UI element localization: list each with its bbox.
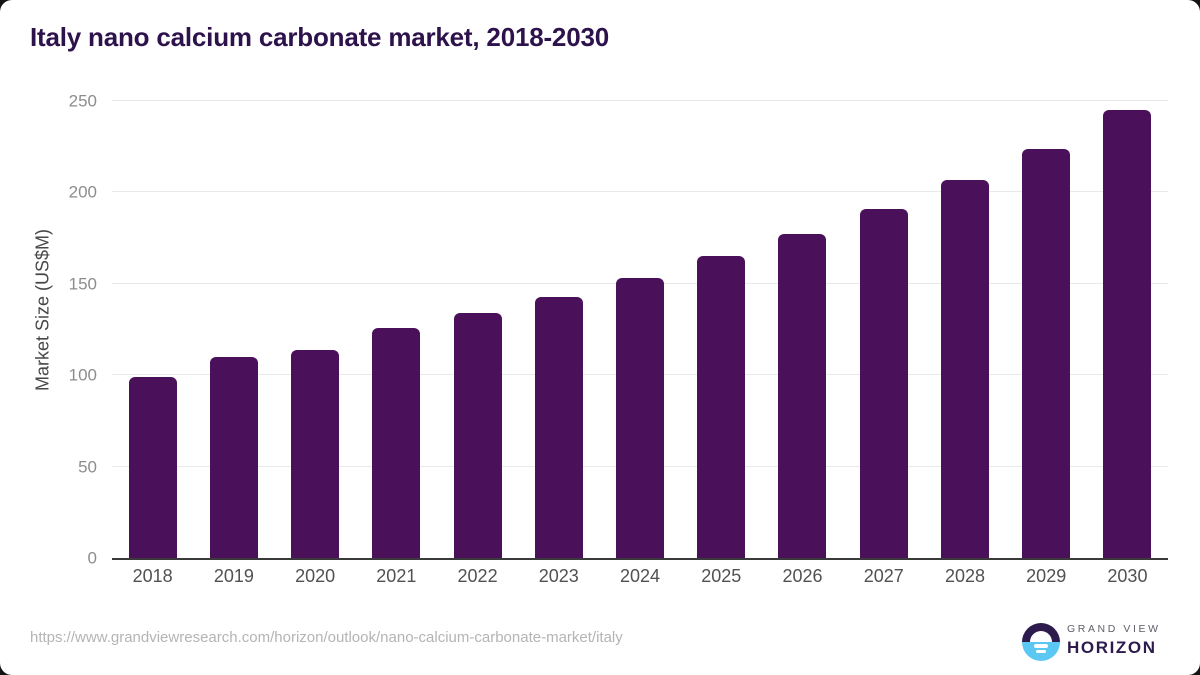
bar-2028[interactable] bbox=[940, 179, 989, 558]
x-tick-label: 2025 bbox=[701, 566, 742, 586]
bar-slot bbox=[599, 101, 680, 558]
bar-2024[interactable] bbox=[616, 278, 665, 558]
bar-2022[interactable] bbox=[453, 313, 502, 558]
bar-2020[interactable] bbox=[291, 349, 340, 558]
bar-2030[interactable] bbox=[1103, 110, 1152, 558]
gridline bbox=[112, 191, 1168, 193]
y-tick-label: 100 bbox=[68, 365, 97, 385]
x-tick-label: 2023 bbox=[538, 566, 579, 586]
gridline bbox=[112, 100, 1168, 101]
bar-2029[interactable] bbox=[1022, 148, 1071, 558]
bar-slot bbox=[843, 101, 924, 558]
bar-slot bbox=[681, 101, 762, 558]
chart-title: Italy nano calcium carbonate market, 201… bbox=[30, 22, 609, 52]
plot-area bbox=[112, 100, 1168, 560]
bar-slot bbox=[518, 101, 599, 558]
bar-slot bbox=[437, 101, 518, 558]
x-tick-label: 2028 bbox=[944, 566, 985, 586]
x-tick-label: 2021 bbox=[376, 566, 417, 586]
x-tick-label: 2030 bbox=[1107, 566, 1148, 586]
x-tick-label: 2018 bbox=[132, 566, 173, 586]
y-tick-label: 150 bbox=[68, 274, 97, 294]
x-tick-label: 2026 bbox=[782, 566, 823, 586]
x-tick-label: 2024 bbox=[620, 566, 661, 586]
x-axis-tick-labels: 2018 2019 2020 2021 2022 2023 2024 2025 2026 2027… bbox=[112, 566, 1168, 587]
bar-2025[interactable] bbox=[697, 256, 746, 558]
grand-view-horizon-logo-icon bbox=[1022, 623, 1060, 661]
bar-slot bbox=[1006, 101, 1087, 558]
bar-slot bbox=[193, 101, 274, 558]
x-tick-label: 2027 bbox=[863, 566, 904, 586]
bar-2026[interactable] bbox=[778, 234, 827, 558]
x-tick-label: 2022 bbox=[457, 566, 498, 586]
y-tick-label: 50 bbox=[78, 457, 97, 477]
brand-text: GRAND VIEW HORIZON bbox=[1067, 623, 1161, 658]
brand-name-bottom: HORIZON bbox=[1067, 638, 1157, 657]
bar-slot bbox=[1087, 101, 1168, 558]
bar-slot bbox=[924, 101, 1005, 558]
bar-slot bbox=[356, 101, 437, 558]
bar-2021[interactable] bbox=[372, 327, 421, 558]
logo-ripple-icon bbox=[1034, 644, 1048, 648]
logo-ripple-icon bbox=[1036, 650, 1046, 653]
x-tick-label: 2029 bbox=[1026, 566, 1067, 586]
bar-2023[interactable] bbox=[534, 296, 583, 558]
source-url: https://www.grandviewresearch.com/horizo… bbox=[30, 629, 623, 646]
bar-2019[interactable] bbox=[209, 356, 258, 558]
brand-name-top: GRAND VIEW bbox=[1067, 623, 1161, 635]
bar-2018[interactable] bbox=[128, 377, 177, 558]
bar-2027[interactable] bbox=[859, 208, 908, 558]
bar-slot bbox=[762, 101, 843, 558]
bar-slot bbox=[112, 101, 193, 558]
logo-sun-icon bbox=[1030, 631, 1052, 642]
y-axis-tick-labels: 0 50 100 150 200 250 bbox=[0, 93, 97, 567]
x-tick-label: 2020 bbox=[295, 566, 336, 586]
y-tick-label: 200 bbox=[68, 182, 97, 202]
x-tick-label: 2019 bbox=[213, 566, 254, 586]
logo-circle-icon bbox=[1022, 623, 1060, 661]
bars-row bbox=[112, 101, 1168, 558]
y-tick-label: 250 bbox=[68, 91, 97, 111]
y-tick-label: 0 bbox=[87, 548, 97, 568]
bar-slot bbox=[274, 101, 355, 558]
